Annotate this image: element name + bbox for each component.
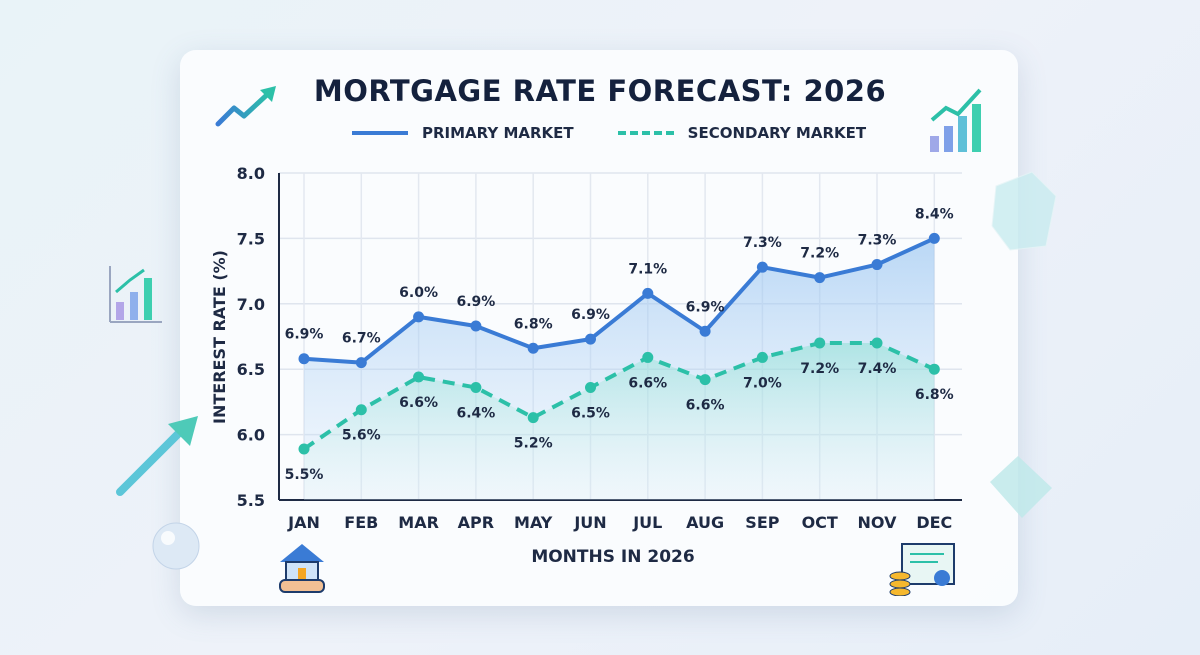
x-tick-label: SEP (745, 513, 779, 532)
x-tick-label: APR (458, 513, 494, 532)
data-label-secondary: 7.4% (858, 361, 897, 377)
bar-growth-icon (930, 88, 982, 152)
data-label-secondary: 6.8% (915, 387, 954, 403)
x-tick-label: JUL (632, 513, 662, 532)
point-primary (355, 357, 367, 369)
trend-arrow-icon (215, 86, 276, 127)
y-tick-label: 7.5 (237, 229, 265, 248)
point-secondary (298, 443, 310, 455)
point-primary (814, 272, 826, 284)
point-secondary (871, 337, 883, 349)
data-label-primary: 6.8% (514, 316, 553, 332)
point-primary (756, 261, 768, 273)
legend-swatch-primary (352, 131, 408, 135)
data-label-primary: 8.4% (915, 206, 954, 222)
data-label-secondary: 7.0% (743, 375, 782, 391)
data-label-secondary: 6.5% (571, 406, 610, 422)
point-secondary (413, 371, 425, 383)
data-label-primary: 7.3% (743, 235, 782, 251)
point-secondary (928, 363, 940, 375)
x-tick-label: JAN (287, 513, 320, 532)
glass-cube-icon (991, 171, 1057, 251)
point-secondary (814, 337, 826, 349)
data-label-primary: 6.7% (342, 331, 381, 347)
data-label-secondary: 5.6% (342, 428, 381, 444)
x-tick-label: DEC (916, 513, 952, 532)
y-tick-label: 7.0 (237, 295, 265, 314)
point-secondary (355, 404, 367, 416)
point-secondary (585, 382, 596, 394)
data-label-primary: 7.1% (628, 261, 667, 277)
legend-label-primary: PRIMARY MARKET (422, 124, 574, 142)
legend-label-secondary: SECONDARY MARKET (687, 124, 867, 142)
data-label-primary: 6.9% (456, 294, 495, 310)
x-tick-label: FEB (344, 513, 378, 532)
x-tick-label: AUG (686, 513, 724, 532)
x-tick-label: JUN (573, 513, 606, 532)
glass-sphere-icon (152, 522, 200, 570)
point-primary (527, 342, 539, 354)
point-primary (413, 311, 425, 323)
y-tick-label: 8.0 (237, 164, 265, 183)
point-primary (699, 325, 711, 337)
data-label-primary: 6.9% (686, 299, 725, 315)
big-arrow-icon (116, 416, 198, 496)
data-label-secondary: 6.6% (628, 375, 667, 391)
data-label-secondary: 5.5% (285, 467, 324, 483)
x-tick-label: MAR (398, 513, 439, 532)
data-label-secondary: 5.2% (514, 436, 553, 452)
y-axis-label: INTEREST RATE (%) (210, 250, 229, 424)
y-tick-label: 5.5 (237, 491, 265, 510)
data-label-primary: 6.9% (285, 327, 324, 343)
legend: PRIMARY MARKET SECONDARY MARKET (352, 124, 866, 142)
bar-chart-icon (109, 266, 162, 323)
data-label-secondary: 6.6% (686, 398, 725, 414)
x-tick-label: OCT (802, 513, 838, 532)
point-primary (470, 320, 482, 332)
data-label-primary: 6.0% (399, 285, 438, 301)
data-label-secondary: 6.6% (399, 395, 438, 411)
point-primary (871, 259, 883, 271)
chart-title: MORTGAGE RATE FORECAST: 2026 (313, 74, 887, 108)
house-handshake-icon (279, 544, 325, 593)
area-secondary (304, 343, 935, 500)
data-label-primary: 7.2% (800, 246, 839, 262)
data-label-primary: 7.3% (858, 233, 897, 249)
point-primary (642, 287, 654, 299)
y-tick-label: 6.5 (237, 360, 265, 379)
legend-swatch-secondary (617, 131, 674, 135)
line-secondary (302, 341, 936, 451)
y-tick-label: 6.0 (237, 426, 265, 445)
point-secondary (756, 351, 768, 363)
point-secondary (527, 412, 539, 424)
point-secondary (470, 382, 482, 394)
line-primary (303, 236, 936, 365)
x-tick-label: NOV (858, 513, 898, 532)
x-tick-label: MAY (514, 513, 553, 532)
x-axis-label: MONTHS IN 2026 (531, 547, 694, 567)
point-primary (585, 333, 596, 345)
point-secondary (699, 374, 711, 386)
data-label-primary: 6.9% (571, 307, 610, 323)
point-secondary (642, 351, 654, 363)
data-label-secondary: 6.4% (456, 406, 495, 422)
point-primary (298, 353, 310, 365)
data-label-secondary: 7.2% (800, 361, 839, 377)
certificate-coins-icon (889, 543, 955, 596)
glass-prism-icon (990, 456, 1052, 518)
point-primary (928, 232, 940, 244)
